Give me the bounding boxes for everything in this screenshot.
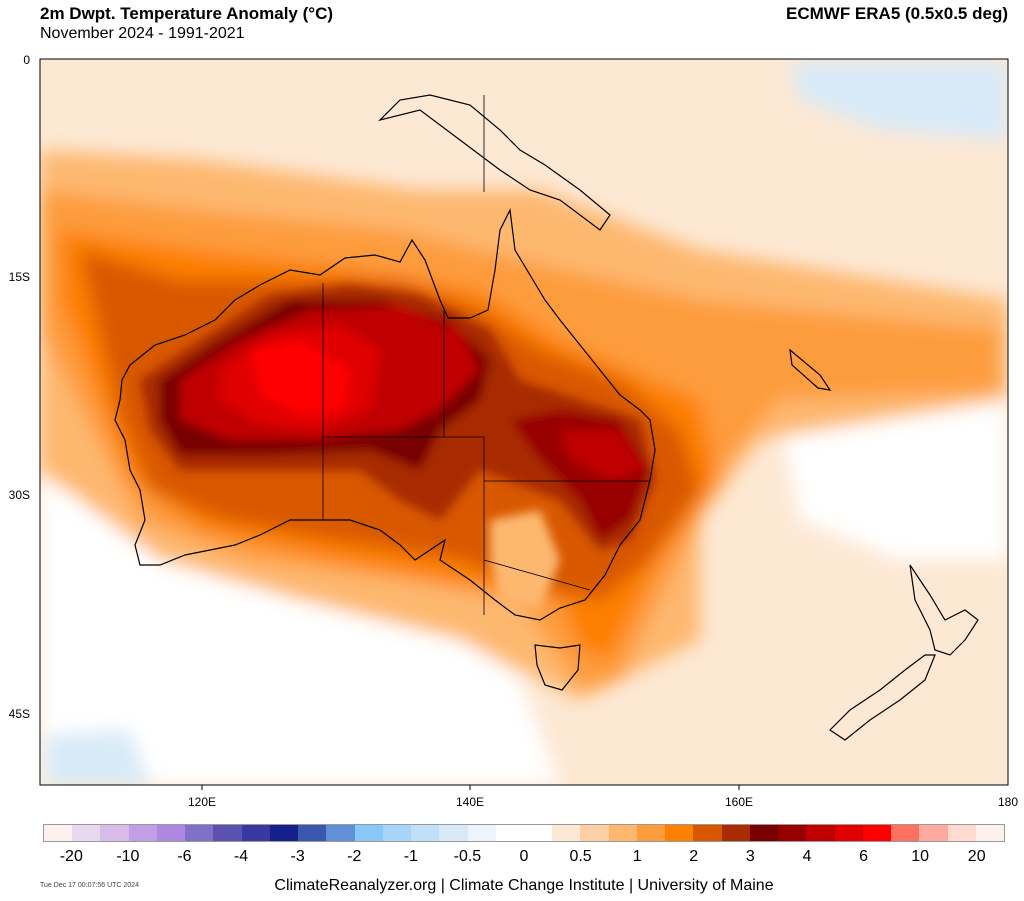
colorbar-swatch <box>749 825 779 841</box>
lat-label-45s: 45S <box>8 707 30 721</box>
credits: ClimateReanalyzer.org | Climate Change I… <box>274 877 774 894</box>
colorbar-swatch <box>919 825 948 841</box>
colorbar-label: 0.5 <box>569 848 592 865</box>
max-red-region <box>250 340 350 415</box>
colorbar-label: -0.5 <box>453 848 482 865</box>
colorbar-swatch <box>44 825 73 841</box>
colorbar-swatch <box>975 825 1004 841</box>
colorbar-swatch <box>185 825 214 841</box>
new-guinea-coastline <box>378 94 611 231</box>
lon-label-180: 180 <box>997 795 1019 809</box>
colorbar-swatch <box>128 825 157 841</box>
colorbar-swatch <box>411 825 440 841</box>
colorbar-label: 2 <box>689 848 699 865</box>
lon-label-120e: 120E <box>187 795 217 809</box>
colorbar-swatch <box>580 825 609 841</box>
colorbar-label: -6 <box>177 848 192 865</box>
colorbar-swatch <box>693 825 722 841</box>
colorbar-swatch <box>523 825 553 841</box>
lat-label-15s: 15S <box>8 270 30 284</box>
new-caledonia-coastline <box>789 348 832 391</box>
colorbar-swatch <box>862 825 892 841</box>
blue-region-northeast <box>790 62 1008 140</box>
red-region-east <box>560 430 645 480</box>
colorbar-swatch <box>439 825 468 841</box>
colorbar-swatch <box>213 825 242 841</box>
new-zealand-south-island <box>829 654 936 741</box>
colorbar-label: -1 <box>403 848 418 865</box>
colorbar-label: -2 <box>347 848 362 865</box>
colorbar-swatch <box>552 825 581 841</box>
colorbar-label: 0 <box>519 848 529 865</box>
colorbar-swatch <box>100 825 129 841</box>
lat-label-0: 0 <box>23 53 30 67</box>
colorbar-label: -10 <box>116 848 140 865</box>
australia-coastline <box>114 207 656 621</box>
new-zealand-north-island <box>909 564 979 656</box>
colorbar-swatch <box>834 825 863 841</box>
colorbar-swatch <box>72 825 101 841</box>
colorbar-label: 10 <box>911 848 929 865</box>
timestamp: Tue Dec 17 00:07:56 UTC 2024 <box>40 882 139 889</box>
colorbar-label: -3 <box>290 848 305 865</box>
state-borders <box>322 95 650 615</box>
colorbar-swatch <box>778 825 807 841</box>
colorbar-label: -4 <box>233 848 249 865</box>
chart-title: 2m Dwpt. Temperature Anomaly (°C) <box>40 4 334 23</box>
light-region-se-inland <box>490 510 560 610</box>
blue-region-southwest <box>45 730 150 785</box>
data-source: ECMWF ERA5 (0.5x0.5 deg) <box>786 4 1008 23</box>
colorbar-swatch <box>467 825 496 841</box>
colorbar-swatch <box>665 825 694 841</box>
colorbar-label: 3 <box>745 848 755 865</box>
lat-label-30s: 30S <box>8 488 30 502</box>
colorbar-swatch <box>269 825 299 841</box>
chart-subtitle: November 2024 - 1991-2021 <box>40 25 245 42</box>
colorbar <box>43 824 1005 842</box>
colorbar-swatch <box>156 825 186 841</box>
lon-label-160e: 160E <box>724 795 754 809</box>
colorbar-swatch <box>608 825 637 841</box>
colorbar-swatch <box>721 825 750 841</box>
colorbar-swatch <box>891 825 920 841</box>
colorbar-swatch <box>382 825 412 841</box>
colorbar-swatch <box>947 825 976 841</box>
colorbar-swatch <box>495 825 524 841</box>
colorbar-swatch <box>241 825 270 841</box>
lon-label-140e: 140E <box>455 795 485 809</box>
colorbar-label: 1 <box>632 848 642 865</box>
colorbar-swatch <box>326 825 355 841</box>
colorbar-swatch <box>354 825 383 841</box>
colorbar-swatch <box>806 825 835 841</box>
colorbar-label: 6 <box>859 848 868 865</box>
colorbar-label: -20 <box>59 848 83 865</box>
colorbar-swatch <box>298 825 327 841</box>
colorbar-label: 4 <box>802 848 812 865</box>
colorbar-swatch <box>636 825 666 841</box>
colorbar-label: 20 <box>967 848 986 865</box>
tasmania-coastline <box>534 644 581 691</box>
map-frame <box>39 58 1009 786</box>
